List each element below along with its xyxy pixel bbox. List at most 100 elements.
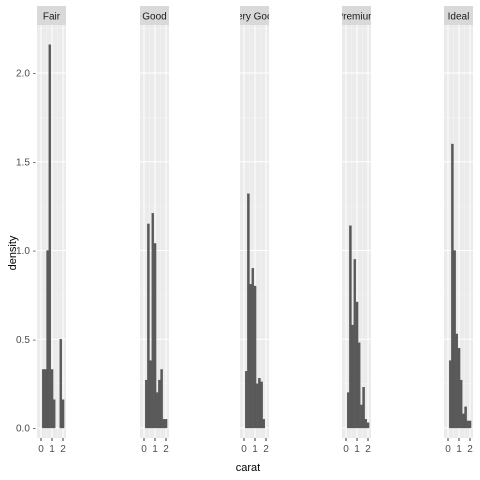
histogram-bar — [144, 379, 148, 429]
histogram-bar — [353, 259, 357, 429]
histogram-bar — [448, 360, 452, 429]
y-tick-label: 0.0 - — [16, 424, 36, 435]
histogram-bar — [251, 268, 255, 429]
strip-label: Fair — [43, 12, 61, 23]
histogram-bar — [466, 420, 470, 429]
histogram-bar — [357, 342, 361, 429]
x-tick-label: 0 — [445, 444, 451, 455]
histogram-bar — [457, 347, 461, 429]
strip-background — [240, 6, 269, 25]
facet-strip: Very Good — [231, 6, 278, 25]
histogram-bar — [48, 44, 52, 429]
histogram-bar — [149, 360, 152, 429]
facet-strip: Fair — [37, 6, 66, 25]
histogram-bar — [61, 399, 65, 429]
x-tick-label: 0 — [343, 444, 349, 455]
y-tick-label: 1.5 - — [16, 157, 36, 168]
histogram-bar — [155, 392, 159, 429]
histogram-bar — [260, 381, 263, 429]
histogram-bar — [44, 369, 47, 429]
histogram-bar — [464, 406, 467, 429]
histogram-bar — [364, 418, 368, 429]
histogram-bar — [351, 324, 354, 429]
histogram-bar — [162, 418, 166, 429]
strip-label: Good — [142, 12, 166, 23]
histogram-bar — [253, 285, 257, 429]
facet-strip: Premium — [336, 6, 376, 25]
histogram-bar — [468, 420, 472, 429]
histogram-bar — [153, 243, 157, 429]
facet-strip: Good — [140, 6, 169, 25]
strip-label: Very Good — [231, 12, 278, 23]
facet-strips: Fair Good Very Good Premium Ideal — [37, 6, 473, 25]
facet-strip: Ideal — [444, 6, 473, 25]
histogram-bar — [46, 250, 49, 429]
histogram-bar — [459, 379, 463, 429]
x-tick-label: 1 — [252, 444, 258, 455]
facet-panels — [37, 25, 473, 438]
strip-label: Premium — [336, 12, 376, 23]
histogram-bar — [258, 378, 261, 429]
histogram-bar — [360, 404, 363, 429]
histogram-bar — [262, 418, 266, 429]
x-tick-label: 2 — [163, 444, 169, 455]
facet-panel — [240, 25, 278, 438]
histogram-bar — [362, 387, 365, 429]
strip-background — [342, 6, 371, 25]
histogram-bar — [158, 379, 161, 429]
x-tick-label: 2 — [365, 444, 371, 455]
facet-panel — [444, 25, 473, 438]
y-axis-title: density — [7, 235, 19, 270]
y-axis: 0.0 - 0.5 - 1.0 - 1.5 - 2.0 - — [16, 69, 36, 435]
x-tick-label: 0 — [141, 444, 147, 455]
histogram-bar — [247, 193, 250, 429]
histogram-bar — [151, 213, 155, 429]
histogram-bar — [346, 392, 350, 429]
histogram-bar — [366, 422, 370, 429]
x-tick-label: 2 — [467, 444, 473, 455]
histogram-bar — [52, 399, 56, 429]
x-tick-label: 2 — [60, 444, 66, 455]
strip-label: Ideal — [448, 12, 470, 23]
x-tick-label: 1 — [456, 444, 462, 455]
histogram-bar — [160, 369, 163, 429]
histogram-bar — [462, 413, 465, 429]
strip-background — [140, 6, 169, 25]
x-tick-label: 2 — [263, 444, 269, 455]
histogram-bar — [244, 371, 248, 429]
histogram-bar — [455, 333, 459, 429]
histogram-bar — [41, 369, 45, 429]
histogram-bar — [255, 383, 259, 429]
strip-background — [37, 6, 66, 25]
strip-background — [444, 6, 473, 25]
x-axis-title: carat — [236, 462, 260, 474]
x-tick-label: 1 — [354, 444, 360, 455]
histogram-bar — [276, 424, 278, 428]
x-tick-label: 0 — [241, 444, 247, 455]
y-tick-label: 2.0 - — [16, 69, 36, 80]
x-tick-label: 1 — [49, 444, 55, 455]
facet-panel — [140, 25, 169, 438]
x-tick-label: 1 — [152, 444, 158, 455]
facet-panel — [342, 25, 371, 438]
histogram-bar — [453, 250, 456, 429]
histogram-bar — [50, 369, 54, 429]
histogram-bar — [59, 339, 63, 429]
histogram-bar — [355, 301, 359, 429]
y-tick-label: 1.0 - — [16, 246, 36, 257]
histogram-bar — [164, 418, 168, 429]
x-tick-label: 0 — [38, 444, 44, 455]
histogram-bar — [349, 225, 352, 429]
histogram-bar — [249, 284, 252, 429]
facet-panel — [37, 25, 66, 438]
histogram-bar — [451, 143, 454, 429]
histogram-bar — [147, 223, 150, 429]
y-tick-label: 0.5 - — [16, 335, 36, 346]
